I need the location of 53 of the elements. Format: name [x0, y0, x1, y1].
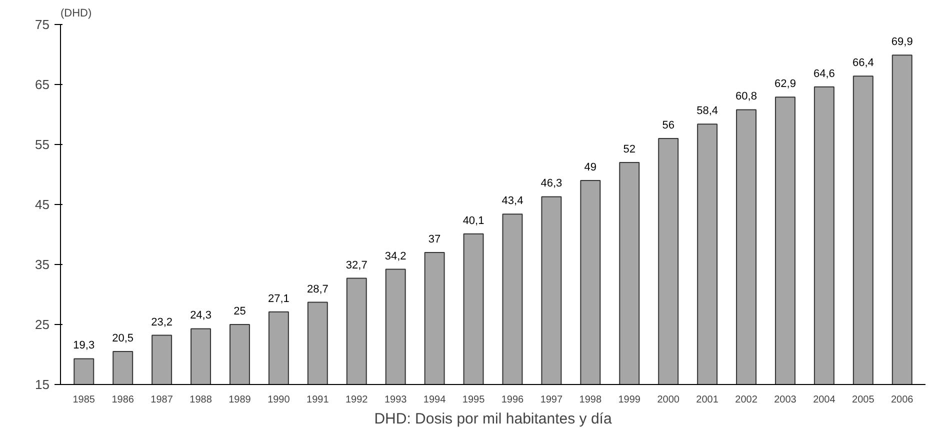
data-label: 69,9 [891, 36, 913, 48]
y-axis-title: (DHD) [60, 8, 92, 20]
x-tick-label: 2001 [696, 394, 719, 406]
x-tick-label: 1987 [150, 394, 174, 406]
y-tick-label: 65 [35, 77, 50, 92]
x-tick-label: 2000 [657, 394, 680, 406]
data-label: 24,3 [190, 310, 212, 322]
x-tick-label: 1998 [579, 394, 602, 406]
x-tick-label: 1985 [72, 394, 96, 406]
x-tick-label: 1999 [618, 394, 641, 406]
data-label: 32,7 [346, 259, 368, 272]
x-tick-label: 1989 [228, 394, 252, 406]
data-label: 56 [662, 120, 674, 132]
x-tick-label: 1996 [501, 394, 524, 406]
y-tick-label: 35 [35, 257, 50, 272]
x-tick-label: 1986 [112, 394, 134, 406]
data-label: 43,4 [502, 195, 524, 208]
data-label: 37 [428, 234, 441, 246]
x-tick-label: 1991 [306, 394, 330, 406]
data-label: 64,6 [813, 68, 835, 80]
x-tick-label: 1995 [462, 394, 486, 406]
x-tick-label: 2002 [735, 394, 758, 406]
data-label: 27,1 [268, 292, 290, 305]
x-tick-label: 1997 [540, 394, 564, 406]
x-tick-label: 2003 [774, 394, 797, 406]
y-tick-label: 15 [35, 377, 50, 392]
data-label: 46,3 [540, 178, 562, 190]
data-label: 62,9 [774, 78, 796, 90]
x-axis-title: DHD: Dosis por mil habitantes y día [374, 410, 612, 428]
data-label: 52 [623, 144, 636, 156]
y-tick-label: 55 [35, 137, 50, 152]
data-label: 60,8 [736, 90, 757, 103]
x-tick-label: 1993 [384, 394, 408, 406]
data-label: 19,3 [73, 340, 95, 352]
x-tick-label: 2004 [813, 394, 836, 406]
data-label: 49 [584, 162, 597, 174]
x-tick-label: 1992 [346, 394, 368, 406]
y-tick-label: 45 [35, 197, 50, 212]
x-tick-label: 1988 [190, 394, 212, 406]
data-label: 25 [234, 306, 246, 318]
y-tick-label: 75 [35, 17, 50, 32]
x-tick-label: 2005 [852, 394, 875, 406]
x-tick-label: 1994 [423, 394, 446, 406]
data-label: 28,7 [306, 283, 328, 296]
y-tick-label: 25 [35, 317, 50, 332]
data-label: 66,4 [852, 57, 874, 70]
data-label: 34,2 [384, 250, 406, 262]
x-tick-label: 2006 [891, 394, 914, 406]
data-label: 58,4 [696, 105, 718, 118]
data-label: 23,2 [151, 316, 173, 328]
data-label: 40,1 [462, 214, 484, 227]
x-tick-label: 1990 [268, 394, 290, 406]
data-label: 20,5 [112, 332, 134, 344]
